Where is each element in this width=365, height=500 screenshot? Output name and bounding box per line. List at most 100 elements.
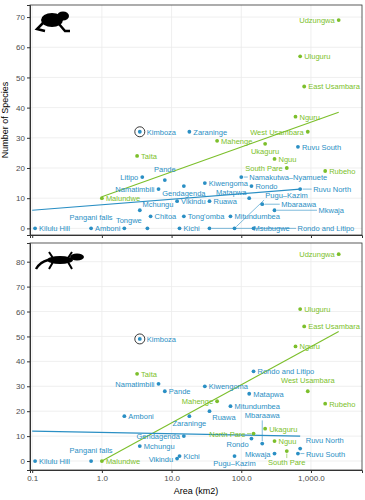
- point: [273, 157, 277, 161]
- point: [33, 226, 37, 230]
- point-label: Pangani falls: [70, 446, 113, 455]
- y-tick-label: 70: [16, 283, 25, 292]
- y-tick-mark: [27, 168, 30, 169]
- chart-root: 010203040506070Number of SpeciesMalundwe…: [0, 0, 365, 500]
- point: [157, 382, 161, 386]
- point: [140, 175, 144, 179]
- point-label: Mkwaja: [319, 206, 345, 215]
- leader-line: [236, 200, 264, 227]
- y-axis-title: Number of Species: [0, 81, 10, 158]
- x-tick: 1.0: [97, 470, 109, 483]
- point-label: Mbaraawa: [245, 411, 281, 420]
- point-label: Taita: [141, 370, 158, 379]
- x-tick: [32, 235, 33, 238]
- x-tick: 100.0: [232, 470, 253, 483]
- point: [122, 226, 126, 230]
- point-label: Mkwaja: [245, 450, 271, 459]
- point: [187, 414, 191, 418]
- point-label: Kichi: [184, 224, 201, 233]
- y-tick-label: 70: [16, 13, 25, 22]
- x-axis-title: Area (km2): [174, 486, 219, 496]
- point: [215, 399, 219, 403]
- y-grid-line: [30, 411, 362, 412]
- point-label: Udzungwa: [299, 16, 335, 25]
- point-label: Kichi: [184, 452, 201, 461]
- y-axis: 01020304050607080: [16, 244, 30, 471]
- point: [263, 427, 267, 431]
- y-tick: 60: [16, 308, 30, 317]
- point-label: Ruawa: [213, 197, 237, 206]
- point-label: Zaraninge: [172, 419, 206, 428]
- y-tick-label: 10: [16, 194, 25, 203]
- point-label: Mahenge: [221, 137, 252, 146]
- point-label: Matapwa: [253, 390, 284, 399]
- point: [138, 337, 142, 341]
- icon-part: [49, 252, 72, 269]
- y-tick-label: 40: [16, 104, 25, 113]
- x-tick: [172, 235, 173, 238]
- point-label: Amboni: [128, 412, 154, 421]
- point: [122, 414, 126, 418]
- point: [252, 432, 256, 436]
- point-label: Litipo: [120, 173, 138, 182]
- panel: [30, 5, 362, 235]
- y-grid-line: [30, 286, 362, 287]
- point: [247, 392, 251, 396]
- y-tick: 80: [16, 258, 30, 267]
- plot-area: [32, 18, 340, 230]
- point-label: East Usambara: [308, 82, 361, 91]
- y-tick: 30: [16, 382, 30, 391]
- point-label: Ruvu South: [306, 450, 345, 459]
- panel-frame: [30, 5, 362, 235]
- point: [296, 452, 300, 456]
- point-label: Rondo and Litipo: [258, 367, 315, 376]
- y-tick: 40: [16, 357, 30, 366]
- point: [247, 196, 251, 200]
- point-label: Pande: [169, 387, 191, 396]
- point: [263, 142, 267, 146]
- point-label: Ukaguru: [269, 425, 297, 434]
- panel: [30, 243, 362, 470]
- point: [337, 18, 341, 22]
- point-label: Rubeho: [329, 400, 355, 409]
- point: [89, 226, 93, 230]
- y-grid-line: [30, 167, 362, 168]
- y-tick-mark: [27, 17, 30, 18]
- point-label: Nguu: [279, 155, 297, 164]
- point: [229, 404, 233, 408]
- point-label: Gendagenda: [136, 432, 180, 441]
- x-tick-mark: [102, 235, 103, 238]
- point: [138, 444, 142, 448]
- y-tick-mark: [27, 108, 30, 109]
- y-tick: 0: [21, 224, 30, 233]
- leader-line: [286, 454, 287, 459]
- point-label: Kiwengoma: [209, 382, 249, 391]
- point: [285, 449, 289, 453]
- point: [337, 252, 341, 256]
- point: [208, 226, 212, 230]
- point-label: Uluguru: [304, 305, 330, 314]
- point-label: Pangani falls: [70, 213, 113, 222]
- point: [250, 437, 254, 441]
- point-label: Pande: [154, 165, 176, 174]
- point-label: Vikindu: [149, 455, 173, 464]
- icon-part: [36, 260, 48, 269]
- leader-line: [244, 177, 248, 178]
- icon-part: [57, 12, 69, 21]
- point-label: Zaraninge: [193, 128, 227, 137]
- point-labels: MalundweTaitaMahengeUluguruEast Usambara…: [39, 250, 361, 468]
- fit-line: [102, 112, 339, 197]
- point: [298, 307, 302, 311]
- point-label: Vikindu: [181, 197, 205, 206]
- point-label: Ruvu North: [306, 436, 344, 445]
- point-label: Tongwe: [116, 216, 142, 225]
- x-grid-line: [101, 5, 102, 235]
- point: [273, 439, 277, 443]
- y-tick: 50: [16, 74, 30, 83]
- point-label: Chitoa: [155, 212, 178, 221]
- point-label: Rondo: [255, 182, 277, 191]
- y-tick-label: 0: [21, 224, 26, 233]
- point: [233, 454, 237, 458]
- point: [182, 184, 186, 188]
- point: [163, 389, 167, 393]
